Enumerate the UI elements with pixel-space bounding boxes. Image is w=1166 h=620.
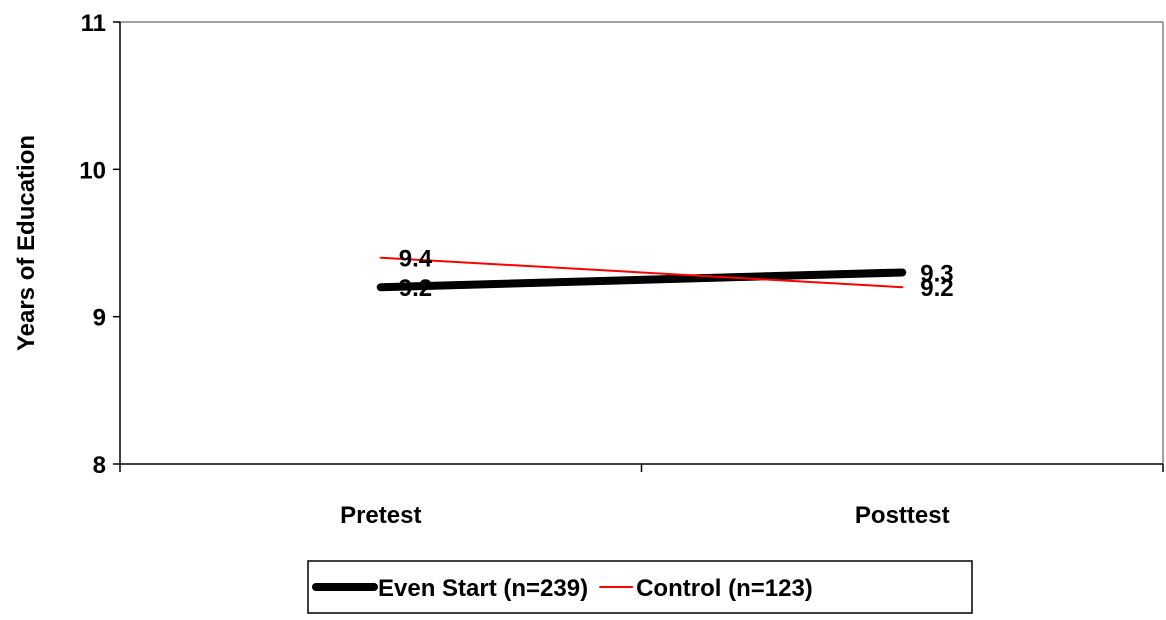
axes: 8 9 10 11 Pretest Posttest [79,10,1164,529]
series-line-2 [379,256,904,289]
x-tick-label: Posttest [855,502,950,529]
legend: Even Start (n=239) Control (n=123) [307,560,973,614]
y-tick-label: 11 [81,10,106,37]
legend-label: Even Start (n=239) [378,575,588,602]
legend-label: Control (n=123) [636,575,813,602]
y-tick-label: 9 [93,305,106,332]
y-axis-title: Years of Education [13,135,40,351]
legend-box [307,560,973,614]
data-labels: 9.29.39.49.2 [399,246,954,302]
plot-area [376,256,907,292]
y-tick-label: 8 [93,452,106,479]
data-label: 9.2 [399,275,432,302]
y-tick-label: 10 [79,157,106,184]
x-tick-label: Pretest [340,502,421,529]
data-label: 9.3 [920,260,953,287]
data-label: 9.2 [920,275,953,302]
data-label: 9.4 [399,246,433,273]
series-line-1 [376,268,907,292]
